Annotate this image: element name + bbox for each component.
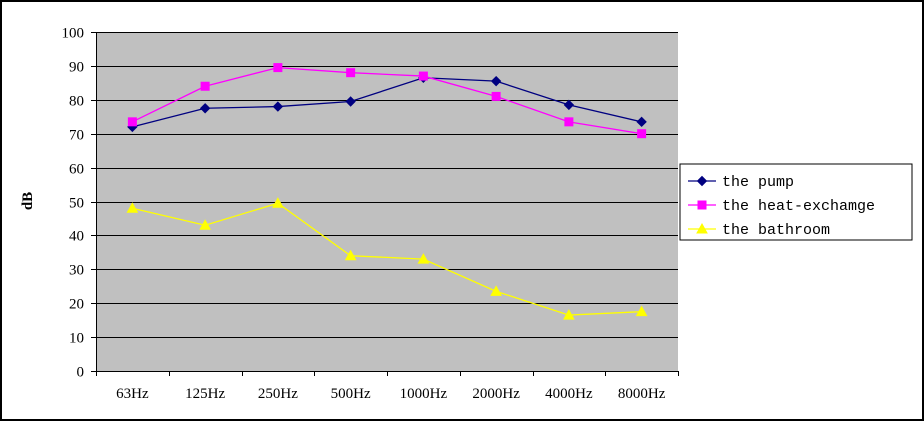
data-point-diamond <box>490 75 502 87</box>
data-point-square <box>418 71 428 81</box>
x-tick-label: 8000Hz <box>618 386 666 402</box>
legend-item: the heat-exchamge <box>688 198 875 215</box>
legend-marker <box>697 200 707 210</box>
series-2 <box>127 63 647 139</box>
gridlines <box>96 32 678 338</box>
data-point-diamond <box>345 96 356 107</box>
series-layer <box>126 63 648 320</box>
y-tick-label: 40 <box>69 229 84 245</box>
series-line <box>132 66 642 135</box>
series-line <box>132 202 642 316</box>
y-tick-label: 70 <box>69 128 84 144</box>
data-point-triangle <box>490 285 502 296</box>
data-point-triangle <box>272 197 284 208</box>
y-tick-label: 30 <box>69 263 84 279</box>
legend-item: the pump <box>688 174 794 191</box>
data-point-triangle <box>126 202 139 213</box>
data-point-square <box>491 91 501 101</box>
plot-area <box>96 32 678 371</box>
x-tick-label: 250Hz <box>258 386 298 402</box>
data-point-square <box>273 63 283 73</box>
legend-item: the bathroom <box>688 222 830 239</box>
y-tick-label: 60 <box>69 162 84 178</box>
data-point-diamond <box>199 103 211 114</box>
x-tick-label: 2000Hz <box>472 386 520 402</box>
legend: the pump the heat-exchamge the bathroom <box>679 163 913 241</box>
data-point-triangle <box>344 249 357 261</box>
data-point-triangle <box>635 305 648 317</box>
data-point-diamond <box>636 116 647 128</box>
data-point-triangle <box>417 253 430 264</box>
x-tick-label: 125Hz <box>185 386 225 402</box>
data-point-diamond <box>272 101 284 112</box>
y-tick-label: 50 <box>69 196 84 212</box>
x-tick-label: 500Hz <box>331 386 371 402</box>
data-point-square <box>564 117 574 127</box>
data-point-triangle <box>199 219 211 230</box>
data-point-diamond <box>563 99 575 111</box>
y-tick-label: 0 <box>77 365 85 381</box>
y-axis-title: dB <box>20 192 36 210</box>
y-tick-label: 20 <box>69 297 84 313</box>
legend-label: the bathroom <box>722 222 830 239</box>
data-point-square <box>200 81 210 91</box>
data-point-square <box>127 117 137 127</box>
legend-box <box>679 163 913 241</box>
x-tick-label: 1000Hz <box>400 386 448 402</box>
legend-marker <box>696 222 708 234</box>
legend-label: the heat-exchamge <box>722 198 875 215</box>
data-point-square <box>346 68 356 78</box>
y-tick-label: 90 <box>69 60 84 76</box>
y-tick-label: 80 <box>69 94 84 110</box>
x-tick-label: 63Hz <box>116 386 149 402</box>
legend-marker <box>696 175 708 187</box>
series-line <box>132 77 642 128</box>
legend-label: the pump <box>722 174 794 191</box>
y-tick-label: 10 <box>69 331 84 347</box>
x-tick-label: 4000Hz <box>545 386 593 402</box>
series-3 <box>126 197 648 320</box>
data-point-square <box>637 129 647 139</box>
y-tick-label: 100 <box>62 26 85 42</box>
axes: 0 10 20 30 40 50 60 70 80 90 100 63Hz 125Hz 250Hz 500H… <box>62 26 679 402</box>
data-point-triangle <box>563 309 575 320</box>
